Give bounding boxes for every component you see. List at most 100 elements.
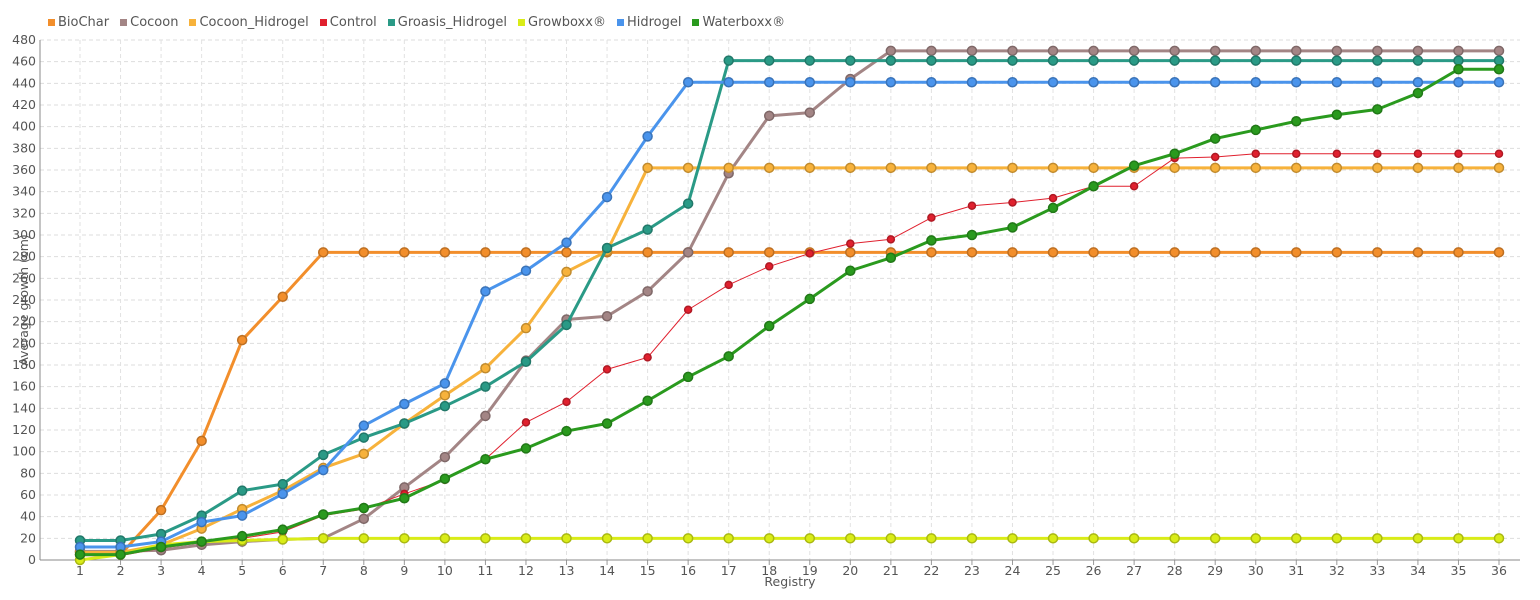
data-point-cocoon-hidrogel[interactable]	[723, 162, 734, 174]
legend-item[interactable]: Cocoon	[120, 15, 178, 30]
data-point-groasis-hidrogel[interactable]	[1412, 55, 1424, 66]
data-point-cocoon[interactable]	[1128, 45, 1140, 57]
data-point-biochar[interactable]	[439, 247, 451, 258]
data-point-cocoon[interactable]	[1291, 45, 1302, 57]
data-point-waterboxx[interactable]	[358, 502, 370, 514]
data-point-cocoon[interactable]	[1493, 45, 1505, 57]
data-point-growboxx[interactable]	[601, 533, 613, 544]
data-point-waterboxx[interactable]	[196, 536, 207, 547]
data-point-groasis-hidrogel[interactable]	[1331, 55, 1343, 66]
data-point-growboxx[interactable]	[1169, 533, 1180, 544]
data-point-waterboxx[interactable]	[601, 418, 613, 429]
data-point-biochar[interactable]	[926, 247, 937, 258]
data-point-biochar[interactable]	[1493, 247, 1505, 258]
data-point-biochar[interactable]	[277, 291, 288, 302]
data-point-cocoon[interactable]	[1088, 45, 1099, 57]
data-point-growboxx[interactable]	[642, 533, 653, 544]
data-point-growboxx[interactable]	[1412, 533, 1424, 544]
data-point-waterboxx[interactable]	[480, 454, 491, 465]
data-point-biochar[interactable]	[642, 247, 653, 258]
data-point-cocoon-hidrogel[interactable]	[1412, 162, 1424, 174]
data-point-growboxx[interactable]	[804, 533, 816, 544]
data-point-groasis-hidrogel[interactable]	[1372, 55, 1383, 66]
data-point-groasis-hidrogel[interactable]	[1291, 55, 1302, 66]
data-point-control[interactable]	[683, 305, 693, 314]
data-point-cocoon[interactable]	[966, 45, 978, 57]
data-point-waterboxx[interactable]	[926, 235, 937, 246]
data-point-hidrogel[interactable]	[763, 77, 775, 88]
data-point-groasis-hidrogel[interactable]	[1169, 55, 1180, 66]
data-point-groasis-hidrogel[interactable]	[277, 478, 288, 490]
data-point-growboxx[interactable]	[561, 533, 572, 544]
data-point-cocoon[interactable]	[804, 107, 816, 118]
data-point-waterboxx[interactable]	[763, 320, 775, 332]
data-point-cocoon-hidrogel[interactable]	[1291, 162, 1302, 174]
data-point-cocoon-hidrogel[interactable]	[642, 162, 653, 174]
data-point-growboxx[interactable]	[480, 533, 491, 544]
data-point-cocoon[interactable]	[358, 513, 370, 525]
data-point-groasis-hidrogel[interactable]	[1007, 55, 1018, 66]
data-point-growboxx[interactable]	[1128, 533, 1140, 544]
data-point-hidrogel[interactable]	[1209, 77, 1221, 88]
legend-item[interactable]: Growboxx®	[518, 15, 606, 30]
data-point-control[interactable]	[805, 249, 815, 258]
data-point-waterboxx[interactable]	[804, 293, 816, 305]
data-point-waterboxx[interactable]	[1209, 133, 1221, 144]
data-point-cocoon[interactable]	[1453, 45, 1464, 57]
data-point-biochar[interactable]	[196, 435, 207, 447]
data-point-waterboxx[interactable]	[439, 473, 451, 484]
data-point-control[interactable]	[643, 353, 652, 362]
data-point-hidrogel[interactable]	[601, 191, 613, 203]
data-point-cocoon[interactable]	[1412, 45, 1424, 57]
data-point-hidrogel[interactable]	[1250, 77, 1261, 88]
data-point-cocoon-hidrogel[interactable]	[763, 162, 775, 174]
data-point-hidrogel[interactable]	[439, 378, 451, 389]
data-point-waterboxx[interactable]	[1372, 104, 1383, 115]
data-point-growboxx[interactable]	[1088, 533, 1099, 544]
data-point-control[interactable]	[846, 239, 855, 248]
data-point-growboxx[interactable]	[885, 533, 897, 544]
data-point-biochar[interactable]	[1007, 247, 1018, 258]
data-point-hidrogel[interactable]	[399, 398, 410, 410]
data-point-waterboxx[interactable]	[682, 371, 694, 383]
data-point-growboxx[interactable]	[1047, 533, 1059, 544]
data-point-biochar[interactable]	[480, 247, 491, 258]
data-point-cocoon[interactable]	[926, 45, 937, 57]
data-point-growboxx[interactable]	[1453, 533, 1464, 544]
data-point-waterboxx[interactable]	[1331, 109, 1343, 120]
data-point-hidrogel[interactable]	[845, 77, 856, 88]
data-point-hidrogel[interactable]	[926, 77, 937, 88]
data-point-hidrogel[interactable]	[1088, 77, 1099, 88]
data-point-hidrogel[interactable]	[1128, 77, 1140, 88]
data-point-biochar[interactable]	[763, 247, 775, 258]
data-point-groasis-hidrogel[interactable]	[480, 381, 491, 392]
legend-item[interactable]: Waterboxx®	[692, 15, 785, 30]
legend-item[interactable]: Hidrogel	[616, 15, 681, 30]
data-point-groasis-hidrogel[interactable]	[885, 55, 897, 66]
data-point-waterboxx[interactable]	[236, 530, 248, 542]
data-point-groasis-hidrogel[interactable]	[561, 319, 572, 331]
data-point-cocoon-hidrogel[interactable]	[358, 448, 370, 460]
data-point-hidrogel[interactable]	[277, 488, 288, 500]
data-point-growboxx[interactable]	[845, 533, 856, 544]
data-point-waterboxx[interactable]	[966, 229, 978, 241]
data-point-groasis-hidrogel[interactable]	[1088, 55, 1099, 66]
data-point-biochar[interactable]	[236, 334, 248, 346]
data-point-groasis-hidrogel[interactable]	[682, 198, 694, 209]
data-point-growboxx[interactable]	[520, 533, 532, 544]
data-point-groasis-hidrogel[interactable]	[926, 55, 937, 66]
data-point-cocoon-hidrogel[interactable]	[1169, 162, 1180, 174]
data-point-biochar[interactable]	[1169, 247, 1180, 258]
data-point-growboxx[interactable]	[1209, 533, 1221, 544]
data-point-cocoon[interactable]	[1007, 45, 1018, 57]
data-point-biochar[interactable]	[723, 247, 734, 258]
data-point-growboxx[interactable]	[1250, 533, 1261, 544]
data-point-control[interactable]	[886, 235, 896, 244]
legend-item[interactable]: BioChar	[48, 15, 109, 30]
data-point-biochar[interactable]	[1331, 247, 1343, 258]
legend-item[interactable]: Control	[319, 15, 377, 30]
data-point-cocoon-hidrogel[interactable]	[520, 322, 532, 334]
data-point-growboxx[interactable]	[1372, 533, 1383, 544]
data-point-waterboxx[interactable]	[1007, 222, 1018, 233]
data-point-control[interactable]	[602, 365, 612, 374]
